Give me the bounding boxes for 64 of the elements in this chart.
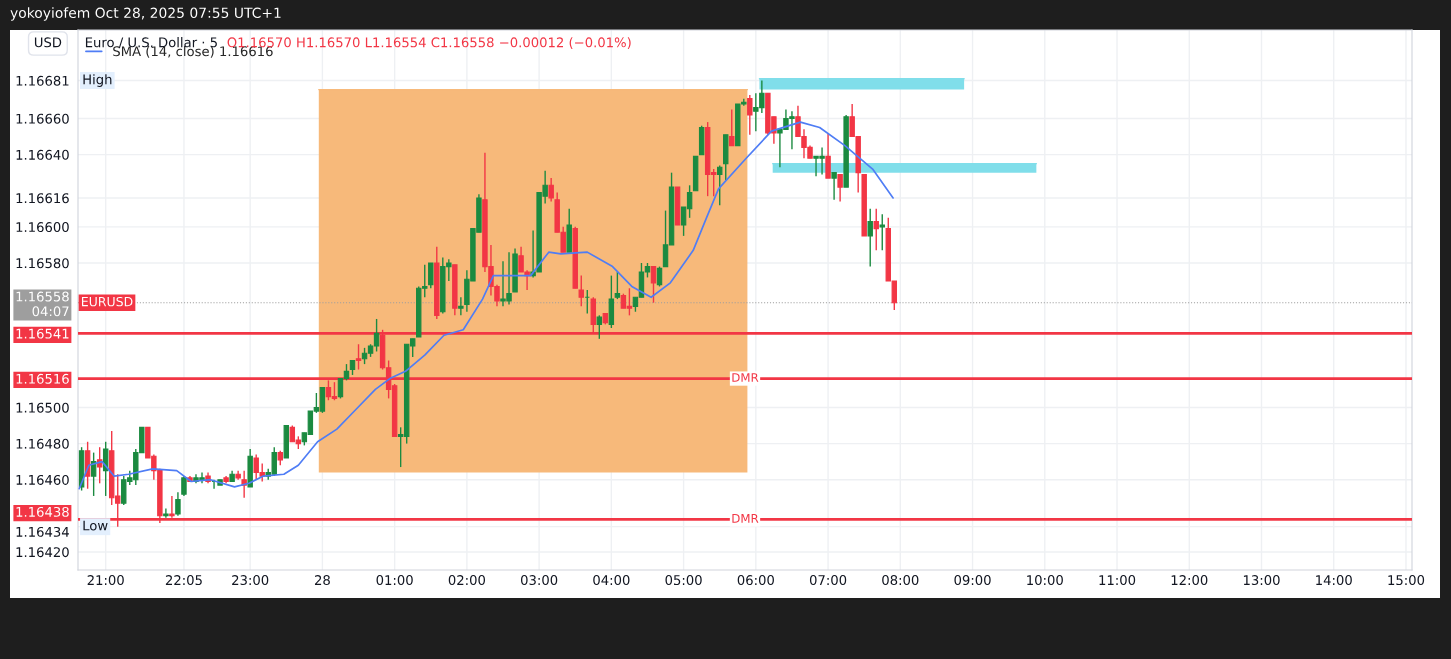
candlestick bbox=[825, 132, 831, 179]
x-tick-label: 12:00 bbox=[1171, 575, 1208, 586]
candlestick bbox=[650, 265, 657, 304]
candlestick bbox=[656, 265, 663, 288]
candlestick bbox=[163, 507, 169, 519]
chart-subtitle: O1.16570 H1.16570 L1.16554 C1.16558 −0.00012 (−0.01%) bbox=[227, 37, 631, 49]
x-tick-label: 03:00 bbox=[520, 575, 558, 586]
candlestick bbox=[548, 177, 554, 203]
candlestick bbox=[458, 296, 464, 317]
y-tick-label: 1.16541 bbox=[16, 328, 69, 339]
y-tick-label: 1.16600 bbox=[16, 222, 69, 233]
x-tick-label: 01:00 bbox=[376, 575, 413, 586]
x-tick-label: 28 bbox=[314, 575, 330, 586]
candlestick bbox=[747, 94, 753, 136]
x-tick-label: 13:00 bbox=[1243, 575, 1280, 586]
y-tick-label: 1.16434 bbox=[16, 526, 69, 537]
candlestick bbox=[873, 208, 879, 252]
x-tick-label: 02:00 bbox=[448, 575, 486, 586]
candlestick bbox=[596, 314, 603, 340]
annotation: High bbox=[83, 74, 112, 87]
x-tick-label: 15:00 bbox=[1388, 575, 1425, 586]
x-tick-label: 14:00 bbox=[1316, 575, 1352, 586]
y-tick-label: 1.16420 bbox=[16, 547, 69, 558]
candlestick bbox=[729, 108, 735, 147]
y-tick-label: 1.16640 bbox=[16, 149, 69, 160]
y-axis-title: USD bbox=[34, 37, 62, 48]
y-tick-label: 1.16660 bbox=[16, 113, 69, 124]
x-tick-label: 11:00 bbox=[1099, 575, 1136, 586]
candlestick bbox=[428, 262, 434, 289]
y-tick-label: 1.16500 bbox=[16, 402, 69, 413]
x-tick-label: 09:00 bbox=[954, 575, 991, 586]
ref-line-label: DMR bbox=[732, 514, 759, 523]
x-tick-label: 21:00 bbox=[87, 575, 124, 586]
annotation: Low bbox=[83, 520, 108, 531]
candlestick bbox=[879, 213, 885, 252]
x-tick-label: 06:00 bbox=[737, 575, 774, 586]
x-tick-label: 07:00 bbox=[809, 575, 847, 586]
ref-line-label: EURUSD bbox=[82, 296, 133, 307]
ref-line-label: DMR bbox=[732, 373, 759, 382]
text: yokoyiofem Oct 28, 2025 07:55 UTC+1 bbox=[10, 7, 281, 21]
candlestick bbox=[578, 274, 584, 308]
candlestick bbox=[837, 173, 843, 203]
y-tick-label: 1.16580 bbox=[16, 258, 69, 269]
y-tick-label: 1.16681 bbox=[16, 75, 69, 86]
candlestick bbox=[241, 469, 247, 499]
y-tick-label: 1.16460 bbox=[16, 474, 69, 485]
candlestick bbox=[614, 271, 621, 300]
candlestick bbox=[867, 208, 873, 268]
x-tick-label: 04:00 bbox=[593, 575, 630, 586]
x-tick-label: 23:00 bbox=[232, 575, 269, 586]
x-tick-label: 05:00 bbox=[665, 575, 702, 586]
x-tick-label: 08:00 bbox=[882, 575, 919, 586]
x-tick-label: 10:00 bbox=[1027, 575, 1063, 586]
y-tick-label: 1.16480 bbox=[16, 438, 69, 449]
candlestick bbox=[102, 441, 109, 497]
candlestick bbox=[355, 343, 362, 371]
x-tick-label: 22:05 bbox=[165, 575, 202, 586]
y-tick-label: 1.16558 04:07 bbox=[16, 291, 69, 317]
y-tick-label: 1.16438 bbox=[16, 506, 69, 517]
candlestick bbox=[175, 491, 181, 517]
candlestick bbox=[716, 164, 723, 206]
candlestick bbox=[831, 171, 837, 201]
y-tick-label: 1.16616 bbox=[16, 193, 69, 204]
y-tick-label: 1.16516 bbox=[16, 373, 69, 384]
